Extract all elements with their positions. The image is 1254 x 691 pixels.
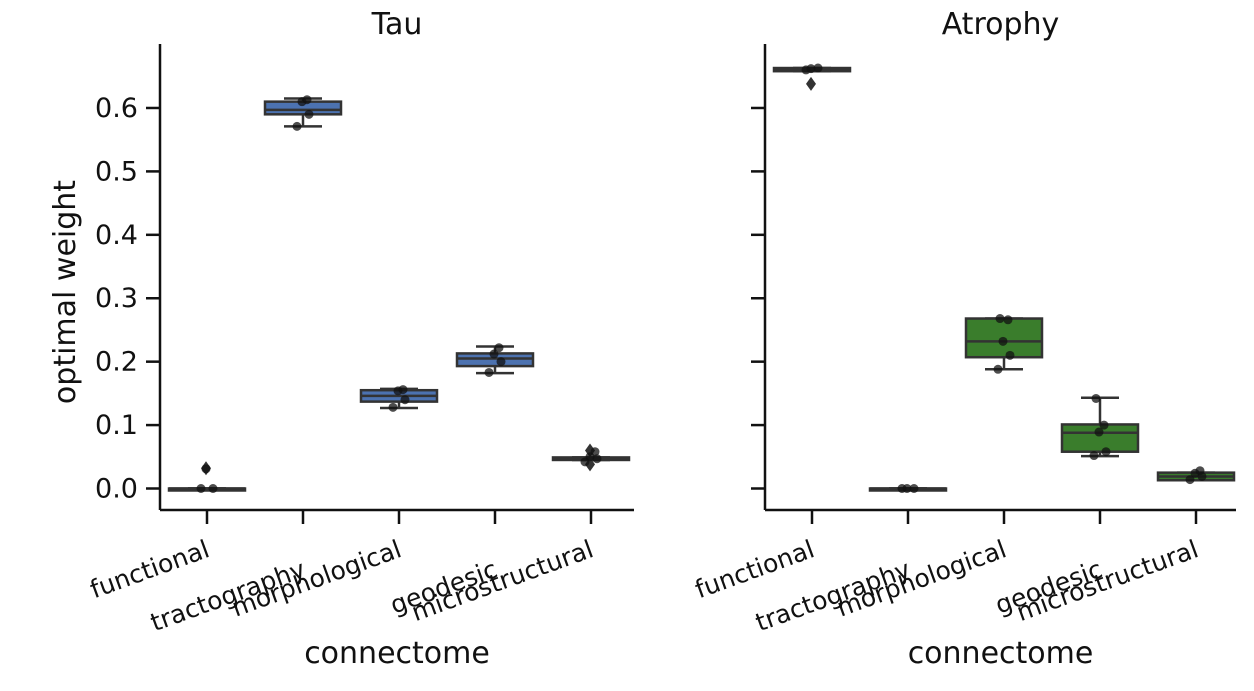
- data-point: [813, 63, 823, 73]
- data-point: [1094, 427, 1104, 437]
- data-point: [592, 454, 602, 464]
- box-microstructural: [1156, 466, 1236, 485]
- data-point: [806, 64, 816, 74]
- box-tractography: [263, 95, 343, 131]
- box-morphological: [964, 314, 1044, 374]
- y-tick-label: 0.2: [95, 347, 138, 378]
- x-axis-label: connectome: [304, 636, 490, 671]
- y-tick-label: 0.1: [95, 410, 138, 441]
- data-point: [998, 336, 1008, 346]
- data-point: [201, 464, 211, 474]
- data-point: [400, 395, 410, 405]
- data-point: [993, 364, 1003, 374]
- x-axis-label: connectome: [908, 636, 1094, 671]
- data-point: [302, 95, 312, 105]
- data-point: [494, 343, 504, 353]
- data-point: [909, 484, 919, 493]
- box-microstructural: [551, 443, 631, 472]
- box-functional: [167, 461, 247, 493]
- outlier-marker: [806, 76, 816, 91]
- panel-title: Tau: [371, 7, 423, 42]
- data-point: [398, 385, 408, 395]
- box-tractography: [868, 484, 948, 493]
- data-point: [292, 121, 302, 131]
- data-point: [208, 484, 218, 493]
- data-point: [388, 402, 398, 412]
- panel-atrophy: Atrophyconnectomefunctionaltractographym…: [691, 7, 1236, 671]
- box-geodesic: [455, 343, 535, 377]
- data-point: [304, 109, 314, 119]
- data-point: [902, 484, 912, 493]
- data-point: [1185, 475, 1195, 485]
- data-point: [1089, 451, 1099, 461]
- data-point: [1005, 350, 1015, 360]
- panel-tau: Tau 0.0 0.1 0.2 0.3 0.4 0.5 0.6 optimal weight co…: [48, 7, 634, 671]
- panel-title: Atrophy: [942, 7, 1060, 42]
- y-tick-label: 0.0: [95, 474, 138, 505]
- data-point: [1003, 315, 1013, 325]
- data-point: [484, 367, 494, 377]
- box-morphological: [359, 385, 439, 412]
- y-tick-label: 0.3: [95, 283, 138, 314]
- y-axis-label: optimal weight: [48, 180, 83, 404]
- data-point: [196, 484, 206, 493]
- y-tick-label: 0.6: [95, 93, 138, 124]
- data-point: [995, 314, 1005, 324]
- data-point: [1099, 420, 1109, 430]
- y-tick-label: 0.4: [95, 220, 138, 251]
- data-point: [590, 447, 600, 457]
- data-point: [1091, 393, 1101, 403]
- box-geodesic: [1060, 393, 1140, 461]
- data-point: [489, 349, 499, 359]
- data-point: [496, 357, 506, 367]
- data-point: [1101, 447, 1111, 457]
- data-point: [1195, 466, 1205, 476]
- box-functional: [772, 63, 852, 91]
- y-tick-label: 0.5: [95, 156, 138, 187]
